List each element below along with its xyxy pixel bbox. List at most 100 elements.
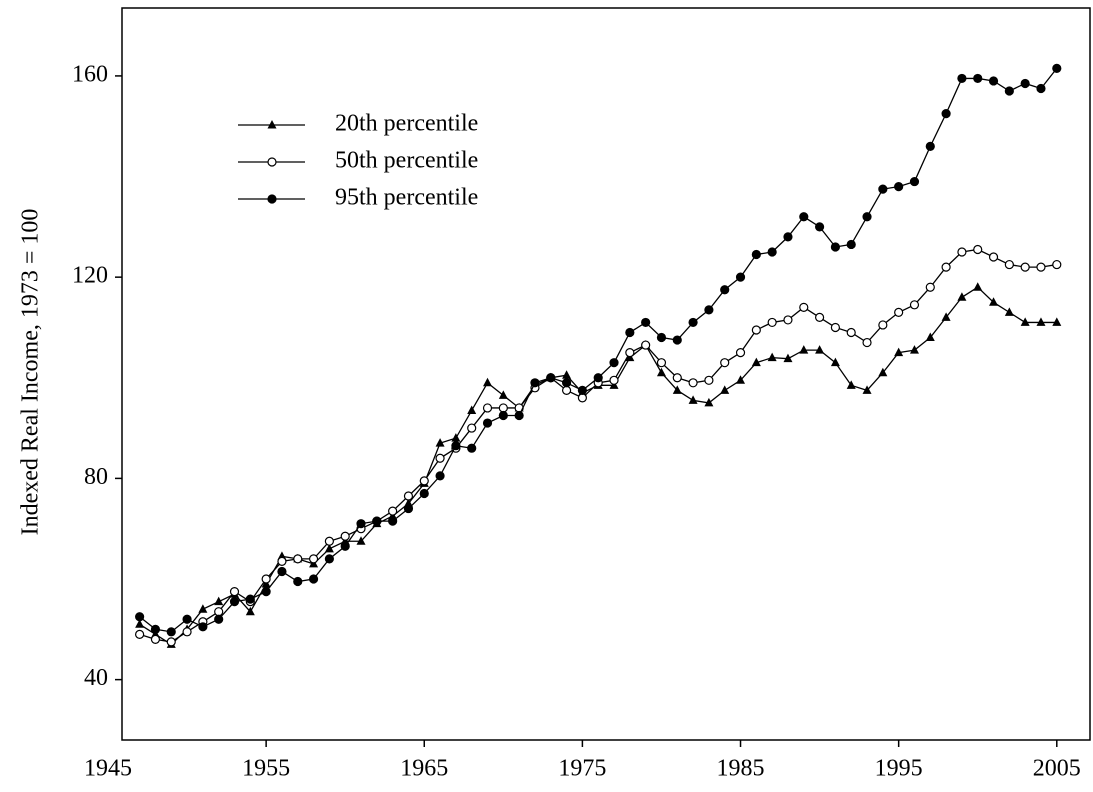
- data-point: [356, 519, 366, 529]
- data-point: [672, 385, 682, 394]
- data-point: [261, 586, 271, 597]
- legend-marker: [267, 194, 277, 204]
- data-point: [989, 297, 999, 306]
- data-point: [308, 574, 319, 584]
- data-point: [403, 491, 414, 501]
- data-point: [498, 390, 508, 399]
- plot-frame: [121, 7, 1091, 741]
- data-point: [751, 357, 761, 367]
- data-point: [846, 239, 856, 250]
- data-point: [957, 73, 967, 84]
- data-point: [625, 327, 635, 338]
- data-point: [656, 367, 666, 377]
- x-tick-label: 1965: [400, 756, 448, 782]
- data-point: [577, 385, 587, 395]
- series-line: [139, 67, 1058, 633]
- data-point: [909, 176, 920, 187]
- data-point: [846, 327, 856, 338]
- y-tick-label: 120: [72, 263, 108, 289]
- data-point: [277, 566, 287, 577]
- data-point: [388, 506, 398, 516]
- data-point: [372, 516, 382, 526]
- data-point: [1036, 83, 1046, 94]
- data-point: [467, 443, 477, 453]
- data-point: [783, 232, 793, 242]
- data-point: [988, 252, 999, 262]
- data-point: [894, 181, 904, 192]
- data-point: [245, 594, 255, 604]
- data-point: [1004, 259, 1014, 270]
- data-point: [688, 395, 698, 404]
- data-point: [561, 378, 572, 388]
- data-point: [150, 624, 161, 634]
- data-point: [1052, 317, 1062, 326]
- data-point: [799, 212, 809, 222]
- data-point: [214, 607, 224, 617]
- data-point: [735, 272, 746, 282]
- data-point: [641, 317, 651, 328]
- data-point: [925, 282, 935, 292]
- data-point: [720, 385, 730, 394]
- data-point: [894, 347, 904, 357]
- data-point: [467, 423, 477, 433]
- x-tick-label: 1975: [558, 756, 606, 782]
- data-point: [862, 337, 872, 348]
- data-point: [198, 622, 208, 632]
- data-point: [609, 375, 619, 385]
- data-point: [214, 596, 224, 606]
- data-point: [925, 141, 935, 151]
- data-point: [909, 345, 919, 354]
- data-point: [1052, 63, 1062, 73]
- data-point: [688, 378, 698, 388]
- data-point: [324, 543, 334, 553]
- data-point: [546, 373, 556, 383]
- x-tick-label: 1995: [875, 756, 923, 782]
- data-point: [1036, 317, 1046, 326]
- data-point: [894, 307, 904, 317]
- data-point: [830, 322, 841, 333]
- data-point: [498, 410, 508, 421]
- data-point: [735, 348, 746, 358]
- data-point: [1036, 262, 1046, 272]
- x-tick-label: 2005: [1033, 756, 1081, 782]
- data-point: [356, 536, 366, 545]
- data-point: [862, 385, 872, 394]
- data-point: [878, 367, 888, 377]
- data-point: [182, 627, 192, 637]
- data-point: [229, 597, 240, 607]
- data-point: [988, 76, 999, 86]
- data-point: [451, 433, 461, 442]
- data-point: [625, 348, 635, 358]
- data-point: [198, 604, 208, 613]
- data-point: [1004, 307, 1014, 316]
- y-tick-label: 40: [84, 665, 108, 691]
- data-point: [498, 403, 508, 413]
- data-point: [973, 244, 983, 255]
- legend-marker: [267, 120, 277, 129]
- data-point: [846, 380, 856, 389]
- data-point: [182, 614, 192, 624]
- data-point: [909, 300, 920, 310]
- data-point: [1004, 86, 1014, 96]
- data-point: [656, 332, 667, 343]
- data-point: [245, 606, 255, 616]
- data-point: [229, 586, 240, 597]
- data-point: [878, 184, 888, 194]
- data-point: [814, 222, 825, 232]
- data-point: [704, 305, 714, 315]
- data-point: [830, 357, 840, 367]
- data-point: [751, 325, 761, 335]
- data-point: [483, 377, 493, 387]
- data-point: [577, 393, 587, 403]
- data-point: [403, 503, 414, 514]
- data-point: [767, 247, 777, 257]
- data-point: [593, 373, 603, 383]
- data-point: [482, 418, 493, 428]
- data-point: [467, 405, 477, 414]
- data-point: [419, 476, 429, 486]
- series-line: [139, 286, 1057, 646]
- data-point: [704, 397, 714, 407]
- data-point: [941, 312, 951, 321]
- data-point: [656, 358, 667, 368]
- data-point: [1052, 259, 1062, 270]
